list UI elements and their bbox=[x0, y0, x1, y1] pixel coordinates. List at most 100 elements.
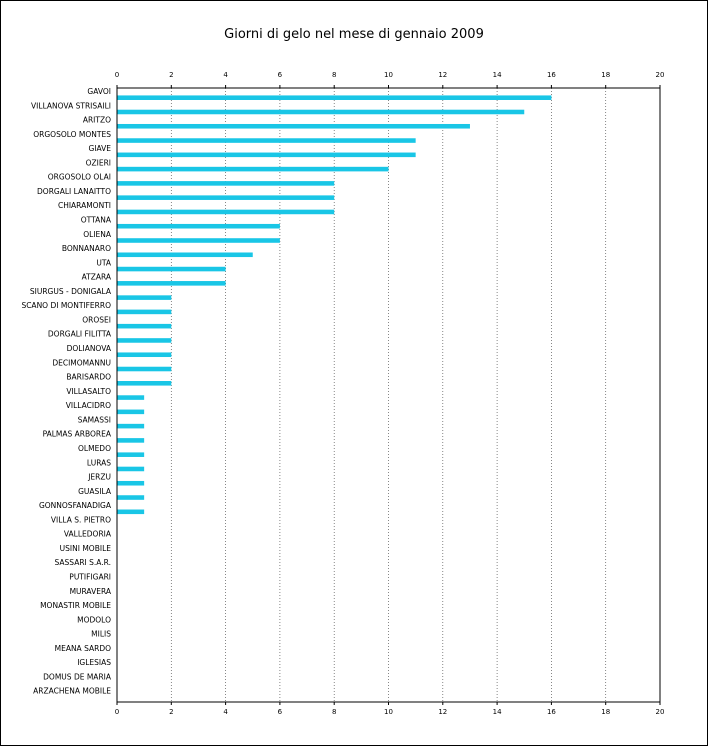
category-label: MURAVERA bbox=[70, 587, 112, 596]
bar bbox=[117, 338, 172, 343]
x-tick-label-bottom: 4 bbox=[223, 708, 228, 716]
bar bbox=[117, 152, 416, 158]
plot-area bbox=[116, 87, 661, 703]
category-label: SAMASSI bbox=[78, 415, 111, 424]
bar bbox=[117, 181, 335, 186]
category-labels: GAVOI VILLANOVA STRISAILI ARITZO ORGOSOLO M… bbox=[21, 87, 111, 696]
bar bbox=[117, 309, 172, 315]
x-tick-label-top: 16 bbox=[547, 71, 556, 79]
bar bbox=[117, 495, 145, 500]
bar bbox=[117, 138, 416, 143]
category-label: MODOLO bbox=[77, 615, 111, 624]
category-label: CHIARAMONTI bbox=[58, 201, 111, 210]
bar bbox=[117, 166, 389, 172]
category-label: GONNOSFANADIGA bbox=[39, 501, 112, 510]
category-label: ORGOSOLO OLAI bbox=[48, 173, 111, 182]
bar bbox=[117, 123, 470, 129]
category-label: VILLANOVA STRISAILI bbox=[31, 101, 111, 110]
category-label: ORGOSOLO MONTES bbox=[33, 130, 111, 139]
category-label: GAVOI bbox=[87, 87, 111, 96]
bar bbox=[117, 109, 525, 115]
x-tick-label-top: 10 bbox=[384, 71, 393, 79]
category-label: LURAS bbox=[87, 458, 111, 467]
category-label: OROSEI bbox=[82, 315, 111, 324]
category-label: OLIENA bbox=[83, 230, 112, 239]
x-tick-label-bottom: 16 bbox=[547, 708, 556, 716]
grid-lines bbox=[170, 88, 607, 702]
x-tick-label-bottom: 12 bbox=[438, 708, 447, 716]
bar bbox=[117, 409, 145, 415]
bar bbox=[117, 281, 226, 286]
x-tick-label-bottom: 20 bbox=[656, 708, 665, 716]
x-tick-label-bottom: 14 bbox=[493, 708, 502, 716]
x-tick-label-top: 4 bbox=[223, 71, 228, 79]
category-label: MONASTIR MOBILE bbox=[40, 601, 111, 610]
axes: 0 0 2 2 4 4 6 6 8 8 10 10 12 12 14 14 16 16 18 18 20 20 bbox=[115, 71, 665, 716]
x-tick-label-top: 14 bbox=[493, 71, 502, 79]
category-label: VILLACIDRO bbox=[66, 401, 111, 410]
category-label: SIURGUS - DONIGALA bbox=[30, 287, 112, 296]
category-label: ATZARA bbox=[82, 273, 112, 282]
category-label: OTTANA bbox=[81, 216, 112, 225]
chart-title: Giorni di gelo nel mese di gennaio 2009 bbox=[224, 27, 484, 42]
category-label: UTA bbox=[96, 258, 111, 267]
x-tick-label-bottom: 18 bbox=[601, 708, 610, 716]
bar bbox=[117, 295, 172, 300]
x-tick-label-top: 12 bbox=[438, 71, 447, 79]
bar bbox=[117, 238, 280, 243]
category-label: DORGALI LANAITTO bbox=[37, 187, 111, 196]
category-label: SCANO DI MONTIFERRO bbox=[21, 301, 111, 310]
category-label: ARITZO bbox=[83, 116, 111, 125]
bar bbox=[117, 423, 145, 429]
category-label: DOMUS DE MARIA bbox=[43, 672, 112, 681]
x-tick-label-bottom: 6 bbox=[278, 708, 283, 716]
bar bbox=[117, 395, 145, 400]
category-label: DOLIANOVA bbox=[67, 344, 112, 353]
category-label: USINI MOBILE bbox=[60, 544, 112, 553]
category-label: JERZU bbox=[87, 473, 111, 482]
x-tick-label-top: 18 bbox=[601, 71, 610, 79]
bar bbox=[117, 480, 145, 486]
category-label: SASSARI S.A.R. bbox=[55, 558, 111, 567]
category-label: BONNANARO bbox=[62, 244, 111, 253]
category-label: IGLESIAS bbox=[77, 658, 111, 667]
bar bbox=[117, 252, 253, 258]
bar bbox=[117, 323, 172, 329]
bars bbox=[117, 95, 552, 515]
category-label: VILLASALTO bbox=[66, 387, 111, 396]
bar bbox=[117, 366, 172, 372]
category-label: OLMEDO bbox=[78, 444, 111, 453]
x-tick-label-bottom: 2 bbox=[169, 708, 173, 716]
x-tick-label-top: 2 bbox=[169, 71, 173, 79]
bar bbox=[117, 266, 226, 272]
category-label: MEANA SARDO bbox=[55, 644, 111, 653]
category-label: BARISARDO bbox=[66, 373, 111, 382]
category-label: PALMAS ARBOREA bbox=[43, 430, 112, 439]
bar bbox=[117, 223, 280, 229]
category-label: GIAVE bbox=[88, 144, 111, 153]
x-tick-label-bottom: 10 bbox=[384, 708, 393, 716]
x-tick-label-top: 0 bbox=[115, 71, 119, 79]
bar bbox=[117, 209, 335, 215]
x-tick-label-bottom: 0 bbox=[115, 708, 119, 716]
x-tick-label-bottom: 8 bbox=[332, 708, 336, 716]
bar bbox=[117, 95, 552, 100]
bar bbox=[117, 195, 335, 200]
x-tick-label-top: 20 bbox=[656, 71, 665, 79]
category-label: MILIS bbox=[91, 630, 111, 639]
bar bbox=[117, 381, 172, 386]
bar bbox=[117, 438, 145, 443]
category-label: VILLA S. PIETRO bbox=[51, 515, 111, 524]
bar bbox=[117, 466, 145, 472]
category-label: VALLEDORIA bbox=[64, 530, 112, 539]
category-label: ARZACHENA MOBILE bbox=[33, 687, 111, 696]
x-tick-label-top: 8 bbox=[332, 71, 336, 79]
x-tick-label-top: 6 bbox=[278, 71, 283, 79]
category-label: PUTIFIGARI bbox=[69, 572, 111, 581]
bar bbox=[117, 452, 145, 457]
bar bbox=[117, 352, 172, 358]
category-label: DORGALI FILITTA bbox=[48, 330, 112, 339]
category-label: DECIMOMANNU bbox=[52, 358, 111, 367]
